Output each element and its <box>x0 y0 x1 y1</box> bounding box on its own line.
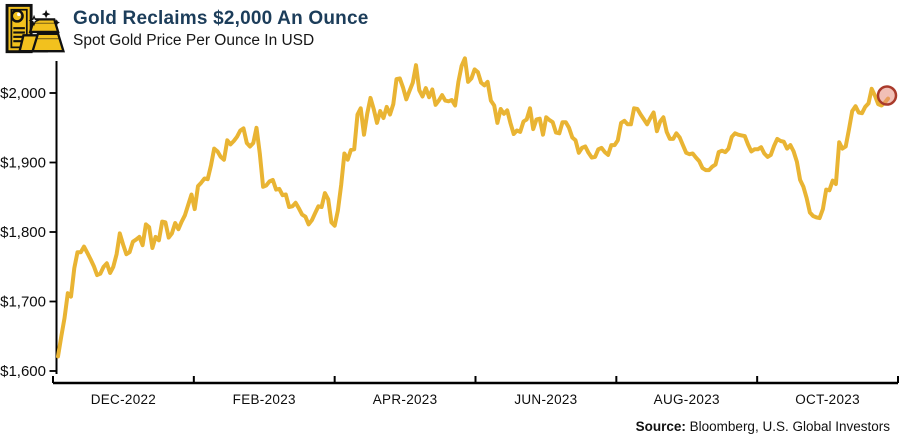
source-text: Bloomberg, U.S. Global Investors <box>685 419 890 434</box>
y-tick-label: $2,000 <box>0 85 46 102</box>
x-tick-label: FEB-2023 <box>233 392 296 407</box>
y-tick-label: $1,900 <box>0 155 46 172</box>
source-note: Source: Bloomberg, U.S. Global Investors <box>636 419 890 434</box>
price-line <box>56 56 890 359</box>
x-tick-label: DEC-2022 <box>91 392 156 407</box>
page-title: Gold Reclaims $2,000 An Ounce <box>73 8 369 29</box>
x-tick-label: JUN-2023 <box>514 392 577 407</box>
y-tick-label: $1,800 <box>0 224 46 241</box>
x-tick-label: APR-2023 <box>373 392 438 407</box>
x-tick-label: AUG-2023 <box>654 392 720 407</box>
y-tick-label: $1,700 <box>0 294 46 311</box>
y-tick-label: $1,600 <box>0 363 46 380</box>
source-label: Source: <box>635 419 686 434</box>
page-subtitle: Spot Gold Price Per Ounce In USD <box>73 32 315 49</box>
gold-bars-vault-icon <box>5 3 66 54</box>
highlight-circle <box>876 85 898 106</box>
x-tick-label: OCT-2023 <box>795 392 860 407</box>
